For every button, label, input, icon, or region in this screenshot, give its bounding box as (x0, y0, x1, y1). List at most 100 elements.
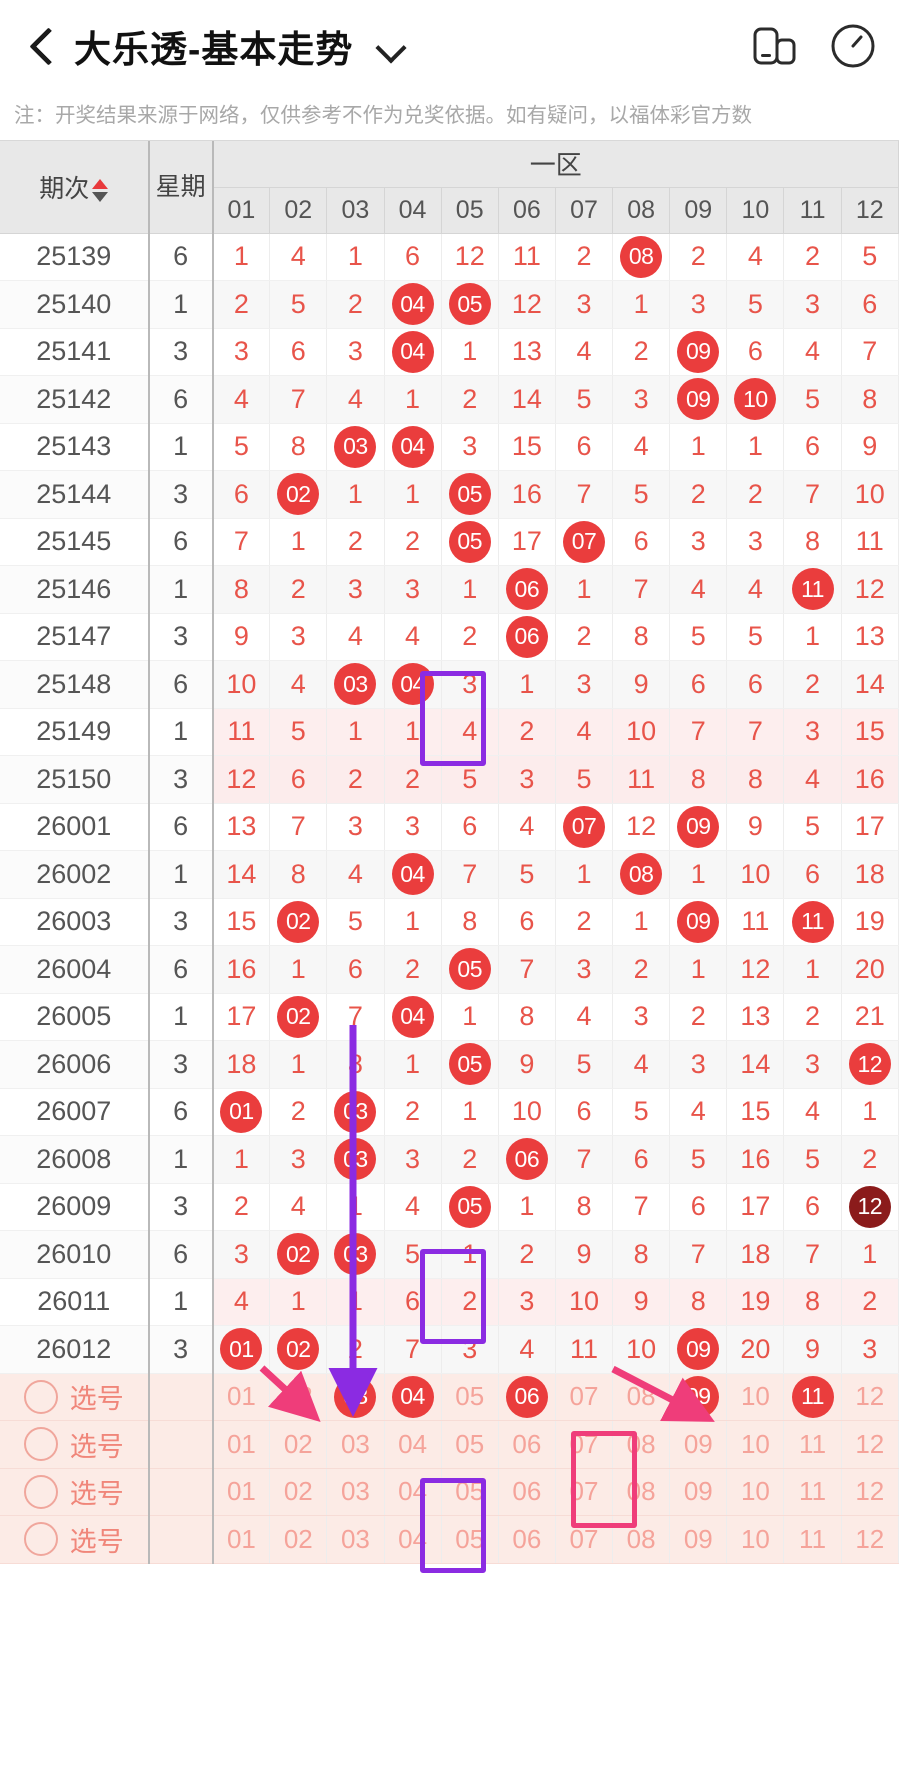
number-cell[interactable]: 8 (669, 755, 728, 804)
number-cell[interactable]: 20 (841, 945, 899, 994)
issue-cell[interactable]: 25148 (0, 660, 150, 709)
number-cell[interactable]: 8 (555, 1183, 614, 1231)
number-cell[interactable]: 4 (212, 375, 271, 424)
number-cell[interactable]: 05 (441, 945, 499, 994)
number-cell[interactable]: 3 (384, 565, 442, 614)
number-cell[interactable]: 2 (555, 898, 614, 946)
pick-number-cell[interactable]: 02 (269, 1515, 328, 1564)
number-cell[interactable]: 1 (326, 1278, 385, 1326)
number-cell[interactable]: 2 (612, 945, 671, 994)
table-row[interactable]: 26010 6 3 02 03 5 1 2 9 8 7 18 7 1 (0, 1230, 899, 1279)
number-cell[interactable]: 8 (269, 850, 328, 899)
number-cell[interactable]: 17 (498, 518, 556, 566)
number-cell[interactable]: 5 (555, 1040, 614, 1089)
number-column-header-10[interactable]: 10 (726, 187, 785, 234)
number-cell[interactable]: 2 (783, 233, 842, 281)
number-cell[interactable]: 7 (441, 850, 499, 899)
number-cell[interactable]: 07 (555, 803, 614, 851)
table-row[interactable]: 25145 6 7 1 2 2 05 17 07 6 3 3 8 11 (0, 518, 899, 566)
number-cell[interactable]: 2 (384, 755, 442, 804)
number-cell[interactable]: 8 (783, 1278, 842, 1326)
number-cell[interactable]: 3 (326, 328, 385, 376)
number-cell[interactable]: 21 (841, 993, 899, 1041)
pick-number-cell[interactable]: 09 (669, 1420, 728, 1469)
number-cell[interactable]: 5 (726, 613, 785, 661)
pick-number-cell[interactable]: 08 (612, 1420, 671, 1469)
pick-number-cell[interactable]: 07 (555, 1420, 614, 1469)
issue-cell[interactable]: 26006 (0, 1040, 150, 1089)
triangle-down-icon[interactable] (92, 191, 109, 202)
number-cell[interactable]: 09 (669, 1325, 728, 1374)
number-cell[interactable]: 02 (269, 470, 328, 519)
number-cell[interactable]: 2 (441, 1278, 499, 1326)
number-cell[interactable]: 12 (498, 280, 556, 329)
number-cell[interactable]: 11 (212, 708, 271, 756)
number-column-header-12[interactable]: 12 (841, 187, 899, 234)
number-cell[interactable]: 09 (669, 375, 728, 424)
number-cell[interactable]: 6 (783, 423, 842, 471)
pick-number-cell[interactable]: 09 (669, 1373, 728, 1421)
number-cell[interactable]: 5 (269, 280, 328, 329)
number-cell[interactable]: 7 (498, 945, 556, 994)
number-column-header-08[interactable]: 08 (612, 187, 671, 234)
number-cell[interactable]: 11 (612, 755, 671, 804)
issue-cell[interactable]: 25141 (0, 328, 150, 376)
number-cell[interactable]: 1 (612, 280, 671, 329)
number-cell[interactable]: 7 (612, 1183, 671, 1231)
pick-number-cell[interactable]: 03 (326, 1420, 385, 1469)
number-cell[interactable]: 5 (612, 1088, 671, 1136)
number-cell[interactable]: 03 (326, 1088, 385, 1136)
number-cell[interactable]: 10 (498, 1088, 556, 1136)
number-cell[interactable]: 5 (384, 1230, 442, 1279)
number-cell[interactable]: 06 (498, 1135, 556, 1184)
table-row[interactable]: 25140 1 2 5 2 04 05 12 3 1 3 5 3 6 (0, 280, 899, 329)
number-cell[interactable]: 02 (269, 1230, 328, 1279)
number-cell[interactable]: 3 (555, 945, 614, 994)
pick-number-cell[interactable]: 11 (783, 1468, 842, 1516)
number-cell[interactable]: 1 (212, 1135, 271, 1184)
number-cell[interactable]: 2 (726, 470, 785, 519)
number-cell[interactable]: 13 (498, 328, 556, 376)
number-cell[interactable]: 7 (269, 803, 328, 851)
table-row[interactable]: 25148 6 10 4 03 04 3 1 3 9 6 6 2 14 (0, 660, 899, 709)
number-column-header-04[interactable]: 04 (384, 187, 442, 234)
number-cell[interactable]: 2 (212, 280, 271, 329)
number-cell[interactable]: 4 (269, 1183, 328, 1231)
number-cell[interactable]: 2 (669, 233, 728, 281)
number-cell[interactable]: 6 (555, 423, 614, 471)
number-cell[interactable]: 10 (555, 1278, 614, 1326)
pick-number-cell[interactable]: 05 (441, 1468, 499, 1516)
table-row[interactable]: 25141 3 3 6 3 04 1 13 4 2 09 6 4 7 (0, 328, 899, 376)
pick-number-cell[interactable]: 03 (326, 1373, 385, 1421)
number-cell[interactable]: 7 (841, 328, 899, 376)
issue-cell[interactable]: 25142 (0, 375, 150, 424)
issue-cell[interactable]: 26005 (0, 993, 150, 1041)
pick-selected-ball[interactable]: 06 (505, 1375, 548, 1418)
number-cell[interactable]: 6 (726, 328, 785, 376)
number-cell[interactable]: 4 (498, 803, 556, 851)
number-cell[interactable]: 11 (498, 233, 556, 281)
pick-number-cell[interactable]: 08 (612, 1373, 671, 1421)
number-cell[interactable]: 12 (212, 755, 271, 804)
clock-icon[interactable] (825, 18, 881, 74)
number-cell[interactable]: 6 (269, 328, 328, 376)
number-cell[interactable]: 04 (384, 660, 442, 709)
number-cell[interactable]: 6 (726, 660, 785, 709)
number-cell[interactable]: 1 (726, 423, 785, 471)
table-row[interactable]: 25150 3 12 6 2 2 5 3 5 11 8 8 4 16 (0, 755, 899, 804)
number-cell[interactable]: 4 (326, 850, 385, 899)
number-cell[interactable]: 6 (612, 518, 671, 566)
pick-number-cell[interactable]: 12 (841, 1373, 899, 1421)
number-cell[interactable]: 2 (555, 613, 614, 661)
number-cell[interactable]: 18 (841, 850, 899, 899)
number-cell[interactable]: 1 (212, 233, 271, 281)
number-cell[interactable]: 16 (212, 945, 271, 994)
number-cell[interactable]: 3 (326, 803, 385, 851)
number-cell[interactable]: 6 (384, 233, 442, 281)
number-cell[interactable]: 5 (783, 803, 842, 851)
pick-number-cell[interactable]: 03 (326, 1515, 385, 1564)
pick-number-cell[interactable]: 11 (783, 1373, 842, 1421)
number-cell[interactable]: 9 (783, 1325, 842, 1374)
table-row[interactable]: 26005 1 17 02 7 04 1 8 4 3 2 13 2 21 (0, 993, 899, 1041)
pick-row-label-cell[interactable]: 选号 (0, 1468, 150, 1516)
